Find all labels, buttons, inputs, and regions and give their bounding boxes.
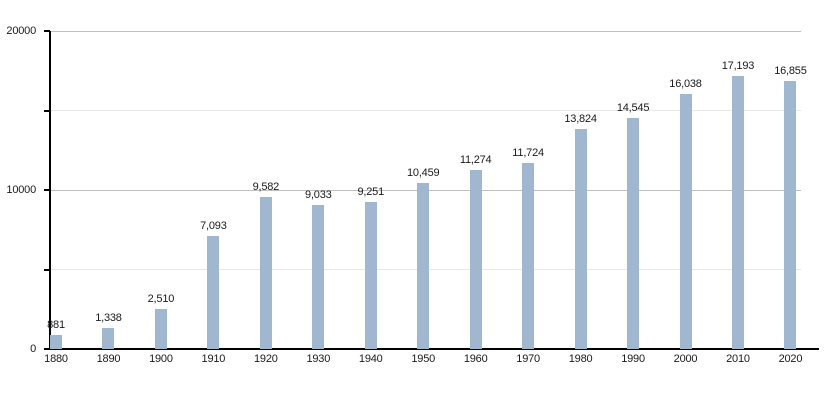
x-axis-label: 2000 [673, 353, 698, 365]
x-axis-label: 1930 [306, 353, 331, 365]
x-axis-label: 2020 [778, 353, 803, 365]
bar [102, 328, 115, 349]
bar [627, 118, 640, 349]
x-axis-label: 1890 [96, 353, 121, 365]
x-axis-label: 1990 [621, 353, 645, 365]
y-axis-label: 0 [30, 343, 36, 355]
bar-value-label: 13,824 [564, 113, 597, 125]
x-axis-line [49, 348, 819, 350]
bar [207, 236, 220, 349]
x-axis-label: 2010 [726, 353, 750, 365]
bar [469, 170, 482, 349]
bar [522, 163, 535, 349]
bar [784, 81, 797, 349]
x-axis-label: 1980 [568, 353, 593, 365]
bar-value-label: 11,724 [512, 147, 544, 159]
x-axis-label: 1900 [149, 353, 173, 365]
x-axis-label: 1940 [358, 353, 383, 365]
bar [574, 129, 587, 349]
bar-value-label: 9,251 [357, 186, 385, 198]
gridline [50, 110, 801, 111]
bar-value-label: 7,093 [200, 220, 227, 232]
bar-value-label: 10,459 [406, 167, 440, 179]
x-axis-label: 1920 [253, 353, 278, 365]
bar-value-label: 1,338 [95, 312, 122, 324]
bar [312, 205, 325, 349]
bar-value-label: 11,274 [459, 154, 492, 166]
bar [154, 309, 167, 349]
y-axis-tick [44, 268, 50, 271]
bar [364, 202, 377, 349]
y-axis-label: 20000 [6, 25, 36, 37]
bar-value-label: 17,193 [721, 60, 755, 72]
bar [731, 76, 744, 349]
x-axis-label: 1910 [201, 353, 226, 365]
bar-value-label: 881 [47, 319, 65, 331]
bar [417, 183, 430, 349]
y-axis-label: 10000 [6, 184, 36, 196]
x-axis-label: 1960 [463, 353, 488, 365]
y-axis-tick [44, 30, 50, 32]
x-axis-label: 1880 [44, 353, 68, 365]
bar-value-label: 14,545 [616, 102, 650, 114]
x-axis-label: 1950 [411, 353, 436, 365]
y-axis-tick [44, 109, 50, 112]
y-axis-tick [44, 348, 50, 350]
bar-value-label: 16,855 [774, 65, 807, 77]
gridline [50, 30, 801, 32]
x-axis-label: 1970 [516, 353, 540, 365]
bar-value-label: 9,582 [252, 181, 280, 193]
bar-value-label: 9,033 [305, 189, 332, 201]
bar [50, 335, 62, 349]
bar-value-label: 2,510 [147, 293, 175, 305]
bar [259, 197, 272, 349]
bar [679, 94, 692, 349]
y-axis-line [49, 31, 51, 350]
y-axis-tick [44, 189, 50, 191]
bar-value-label: 16,038 [669, 78, 702, 90]
